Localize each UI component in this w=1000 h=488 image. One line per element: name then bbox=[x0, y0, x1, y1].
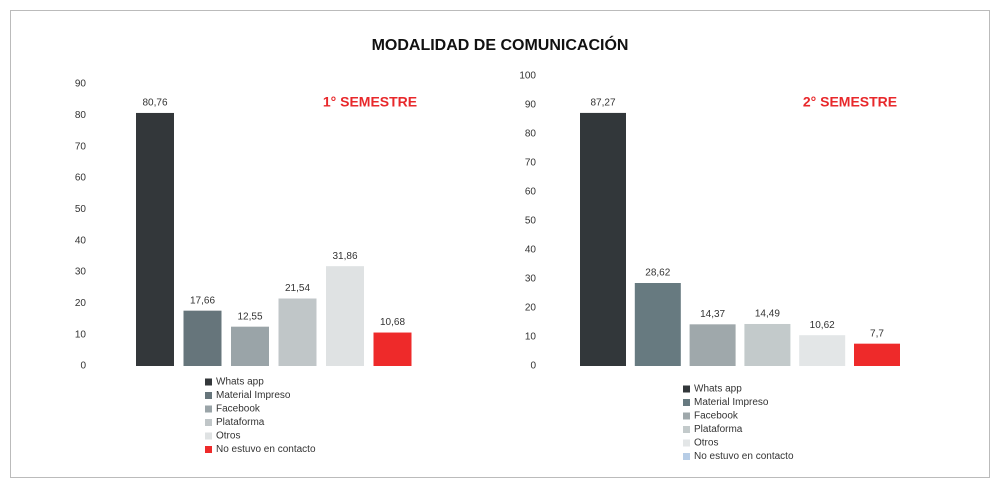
legend-swatch bbox=[205, 378, 212, 386]
legend-swatch bbox=[683, 453, 690, 460]
legend-label: Material Impreso bbox=[216, 390, 291, 401]
bar bbox=[326, 266, 364, 366]
y-tick-label: 90 bbox=[75, 79, 87, 90]
value-label: 17,66 bbox=[190, 295, 215, 306]
legend-swatch bbox=[205, 432, 212, 440]
legend-swatch bbox=[683, 399, 690, 406]
y-tick-label: 40 bbox=[525, 245, 537, 256]
y-tick-label: 20 bbox=[525, 303, 537, 314]
legend-swatch bbox=[683, 439, 690, 447]
y-tick-label: 90 bbox=[525, 100, 537, 111]
legend-label: Otros bbox=[694, 438, 718, 449]
legend-label: Facebook bbox=[694, 411, 739, 422]
legend-swatch bbox=[205, 446, 212, 453]
legend-label: Whats app bbox=[216, 377, 264, 388]
legend-label: Material Impreso bbox=[694, 397, 769, 408]
annotation: 1° SEMESTRE bbox=[323, 94, 417, 110]
y-tick-label: 30 bbox=[525, 274, 537, 285]
legend-label: Whats app bbox=[694, 384, 742, 395]
value-label: 12,55 bbox=[237, 311, 262, 322]
bar bbox=[854, 343, 900, 366]
y-tick-label: 40 bbox=[75, 235, 87, 246]
y-tick-label: 0 bbox=[530, 361, 536, 372]
legend-swatch bbox=[205, 392, 212, 399]
bar bbox=[744, 323, 791, 366]
value-label: 28,62 bbox=[645, 268, 670, 279]
value-label: 80,76 bbox=[142, 98, 167, 109]
value-label: 14,49 bbox=[755, 309, 780, 320]
legend-label: Plataforma bbox=[216, 417, 265, 428]
y-tick-label: 80 bbox=[75, 110, 87, 121]
legend-label: Facebook bbox=[216, 404, 261, 415]
y-tick-label: 30 bbox=[75, 267, 87, 278]
legend-label: No estuvo en contacto bbox=[216, 444, 316, 455]
bar bbox=[373, 332, 412, 366]
y-tick-label: 50 bbox=[525, 216, 537, 227]
bar bbox=[689, 324, 736, 366]
y-tick-label: 100 bbox=[519, 71, 536, 82]
bar bbox=[580, 112, 626, 367]
value-label: 10,68 bbox=[380, 317, 405, 328]
value-label: 14,37 bbox=[700, 309, 725, 320]
y-tick-label: 70 bbox=[75, 141, 87, 152]
legend-swatch bbox=[205, 405, 212, 413]
y-tick-label: 0 bbox=[80, 361, 86, 372]
bar bbox=[136, 112, 174, 367]
value-label: 21,54 bbox=[285, 283, 310, 294]
y-tick-label: 20 bbox=[75, 298, 87, 309]
bar bbox=[799, 335, 846, 366]
y-tick-label: 70 bbox=[525, 158, 537, 169]
value-label: 31,86 bbox=[332, 251, 357, 262]
value-label: 10,62 bbox=[810, 320, 835, 331]
legend-swatch bbox=[205, 419, 212, 426]
bar bbox=[278, 298, 317, 366]
bar bbox=[634, 283, 681, 366]
chart-title: MODALIDAD DE COMUNICACIÓN bbox=[372, 35, 629, 54]
legend-swatch bbox=[683, 426, 690, 433]
legend-label: Otros bbox=[216, 431, 240, 442]
y-tick-label: 10 bbox=[75, 329, 87, 340]
y-tick-label: 80 bbox=[525, 129, 537, 140]
legend-label: No estuvo en contacto bbox=[694, 451, 794, 462]
y-tick-label: 60 bbox=[75, 173, 87, 184]
value-label: 87,27 bbox=[590, 98, 615, 109]
value-label: 7,7 bbox=[870, 328, 884, 339]
annotation: 2° SEMESTRE bbox=[803, 94, 897, 110]
legend-label: Plataforma bbox=[694, 424, 743, 435]
bar bbox=[183, 310, 222, 366]
legend-swatch bbox=[683, 385, 690, 393]
y-tick-label: 10 bbox=[525, 332, 537, 343]
y-tick-label: 60 bbox=[525, 187, 537, 198]
y-tick-label: 50 bbox=[75, 204, 87, 215]
bar bbox=[231, 326, 269, 366]
legend-swatch bbox=[683, 412, 690, 420]
